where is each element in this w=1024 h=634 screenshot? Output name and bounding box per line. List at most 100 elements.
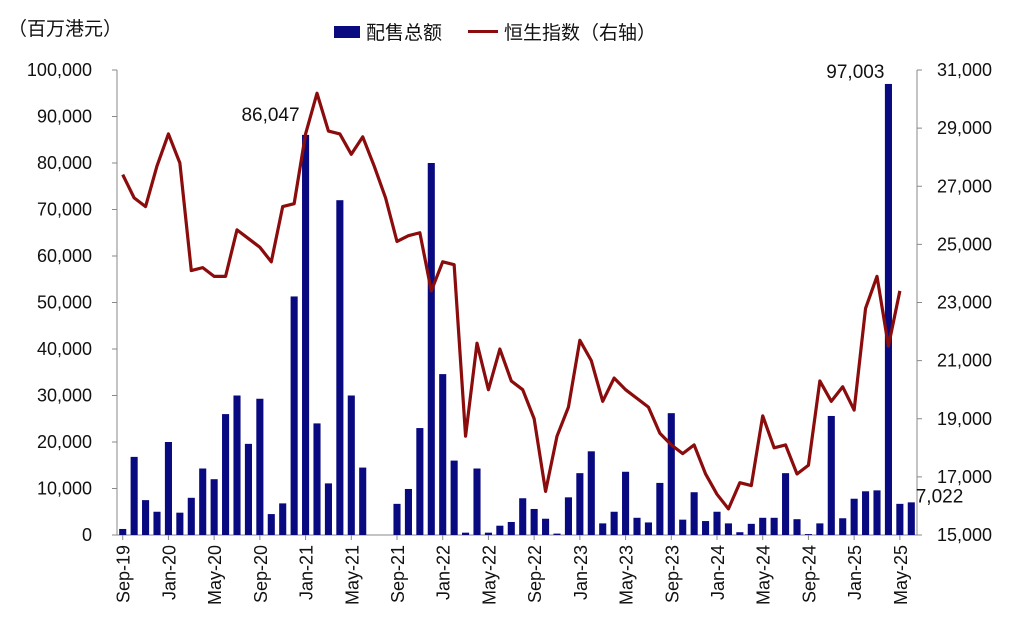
data-label: 7,022 [916, 486, 964, 507]
legend-line-label: 恒生指数（右轴） [504, 22, 657, 44]
right-axis-tick-label: 31,000 [937, 60, 992, 80]
bar [907, 502, 915, 535]
x-axis-tick-label: Jan-21 [297, 545, 317, 600]
x-axis-tick-label: Sep-19 [114, 545, 134, 603]
x-axis-tick-label: May-21 [342, 545, 362, 605]
bar [142, 500, 150, 536]
bar [782, 473, 790, 535]
left-axis-tick-label: 0 [82, 525, 92, 545]
bar [804, 534, 812, 535]
bar [199, 468, 207, 535]
x-axis-tick-label: May-23 [617, 545, 637, 605]
left-axis-tick-label: 40,000 [37, 339, 92, 359]
left-axis-tick-label: 20,000 [37, 432, 92, 452]
bar [793, 519, 801, 535]
bar [850, 498, 858, 535]
bar [542, 518, 550, 535]
bar [462, 532, 470, 535]
bar [324, 483, 332, 535]
bar [473, 468, 481, 535]
bar [302, 134, 310, 535]
x-axis-tick-label: May-22 [479, 545, 499, 605]
data-label: 86,047 [241, 105, 299, 126]
bar [679, 519, 687, 535]
bar [416, 428, 424, 535]
bar [724, 523, 732, 536]
bar [244, 443, 252, 535]
x-axis-tick-label: Jan-25 [845, 545, 865, 600]
x-axis-tick-label: Jan-20 [159, 545, 179, 600]
bar [759, 517, 767, 535]
x-axis-tick-label: Sep-24 [799, 545, 819, 603]
left-axis-tick-label: 80,000 [37, 153, 92, 173]
bar [439, 374, 447, 535]
legend-bar-swatch [334, 25, 360, 38]
right-axis-tick-label: 27,000 [937, 176, 992, 196]
bar [896, 503, 904, 535]
bar [839, 518, 847, 535]
bar [222, 414, 230, 535]
bar-series [119, 83, 915, 536]
bar [347, 395, 355, 535]
bar [770, 517, 778, 535]
bar [873, 490, 881, 535]
right-axis-tick-label: 29,000 [937, 118, 992, 138]
legend-item-bar: 配售总额 [334, 18, 442, 45]
bar [713, 511, 721, 535]
tick-labels: 0 10,000 20,000 30,000 40,000 50,000 60,000 70,… [27, 60, 992, 605]
x-axis-tick-label: Sep-20 [251, 545, 271, 603]
bar [484, 532, 492, 535]
x-axis-tick-label: Sep-22 [525, 545, 545, 603]
bar [393, 503, 401, 535]
bar [690, 492, 698, 535]
legend-line-swatch [468, 30, 499, 33]
bar [256, 398, 264, 535]
bar [119, 528, 127, 535]
right-axis-tick-label: 25,000 [937, 234, 992, 254]
bar [656, 482, 664, 535]
bar [599, 523, 607, 536]
data-label: 97,003 [826, 62, 884, 83]
left-axis-tick-label: 60,000 [37, 246, 92, 266]
bar [816, 523, 824, 536]
bar [862, 491, 870, 535]
bar [336, 200, 344, 535]
x-axis-tick-label: Sep-21 [388, 545, 408, 603]
bar [404, 488, 412, 535]
x-axis-tick-label: Jan-22 [434, 545, 454, 600]
bar [736, 532, 744, 535]
left-axis-tick-label: 90,000 [37, 107, 92, 127]
bar [519, 498, 527, 535]
line-series [121, 91, 902, 511]
annotations: 86,047 97,003 7,022 [241, 62, 963, 507]
bar [427, 163, 435, 535]
bar [130, 456, 138, 535]
bar [176, 512, 184, 535]
bar [187, 497, 195, 535]
x-axis-tick-label: May-20 [205, 545, 225, 605]
hang-seng-line [121, 91, 902, 511]
bar [279, 503, 287, 535]
right-axis-tick-label: 21,000 [937, 351, 992, 371]
bar [747, 523, 755, 535]
left-axis-tick-label: 10,000 [37, 479, 92, 499]
bar [210, 479, 218, 535]
bar [622, 471, 630, 535]
x-axis-tick-label: Jan-24 [708, 545, 728, 600]
left-axis-tick-label: 50,000 [37, 293, 92, 313]
left-axis-unit-label: （百万港元） [8, 18, 123, 40]
x-axis-tick-label: Jan-23 [571, 545, 591, 600]
bar [530, 508, 538, 535]
right-axis-tick-label: 15,000 [937, 525, 992, 545]
bar [644, 522, 652, 535]
bar [496, 525, 504, 535]
left-axis-tick-label: 30,000 [37, 386, 92, 406]
left-axis-tick-label: 70,000 [37, 200, 92, 220]
bar [359, 467, 367, 535]
bar [576, 473, 584, 535]
legend-item-line: 恒生指数（右轴） [468, 18, 656, 45]
bar [290, 296, 298, 535]
bar [313, 423, 321, 535]
bar [702, 521, 710, 535]
